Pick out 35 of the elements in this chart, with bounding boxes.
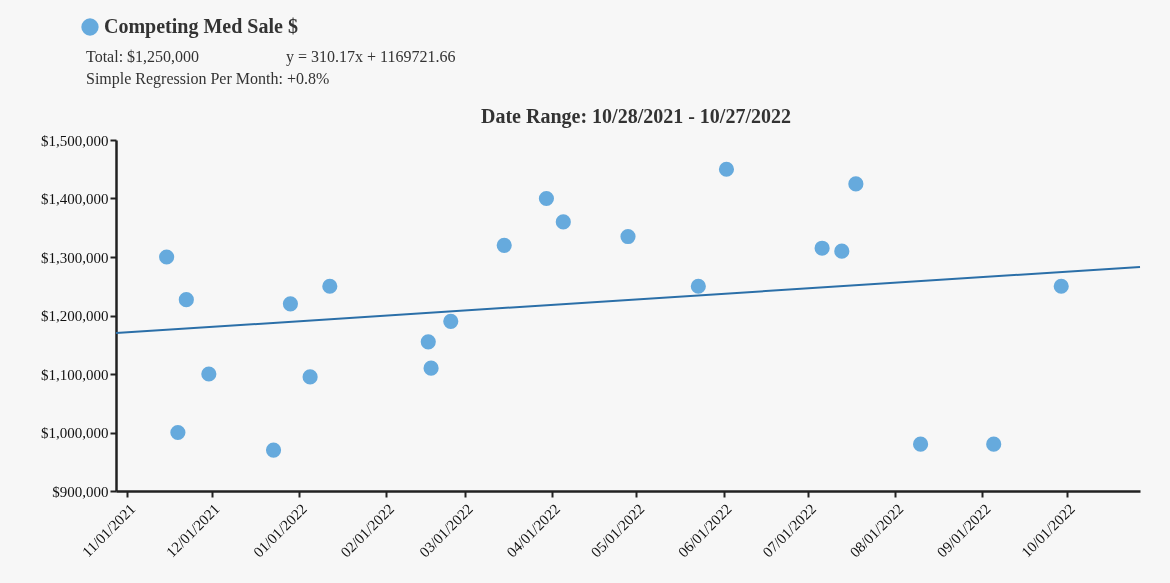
point bbox=[555, 214, 571, 230]
point bbox=[265, 442, 282, 458]
point bbox=[496, 237, 512, 253]
point bbox=[423, 360, 439, 376]
point bbox=[538, 190, 554, 207]
y-tick-label: $1,000,000 bbox=[41, 425, 109, 441]
chart-title: Date Range: 10/28/2021 - 10/27/2022 bbox=[481, 105, 791, 128]
point bbox=[718, 161, 735, 177]
y-tick-label: $1,400,000 bbox=[41, 191, 109, 207]
point bbox=[848, 176, 864, 192]
point bbox=[1053, 278, 1069, 294]
point bbox=[201, 366, 217, 382]
point bbox=[620, 228, 636, 245]
point bbox=[420, 334, 436, 350]
text: Simple Regression Per Month: +0.8% bbox=[86, 70, 330, 88]
point bbox=[690, 278, 706, 294]
point bbox=[986, 436, 1002, 452]
text: Total: $1,250,000 bbox=[86, 48, 200, 65]
y-tick-label: $1,500,000 bbox=[41, 132, 109, 149]
legend-label: Competing Med Sale $ bbox=[104, 15, 298, 38]
y-tick-label: $1,300,000 bbox=[41, 249, 109, 266]
point bbox=[912, 436, 929, 452]
point bbox=[170, 424, 186, 441]
point bbox=[834, 243, 850, 259]
y-tick-label: $900,000 bbox=[52, 483, 109, 500]
point bbox=[814, 240, 830, 256]
text: y = 310.17x + 1169721.66 bbox=[286, 48, 456, 66]
point bbox=[443, 313, 459, 329]
point bbox=[302, 369, 318, 385]
y-tick-label: $1,200,000 bbox=[41, 308, 109, 324]
point bbox=[282, 296, 298, 312]
point bbox=[178, 292, 194, 308]
point bbox=[159, 249, 175, 265]
point bbox=[322, 278, 338, 294]
y-tick-label: $1,100,000 bbox=[41, 366, 109, 383]
